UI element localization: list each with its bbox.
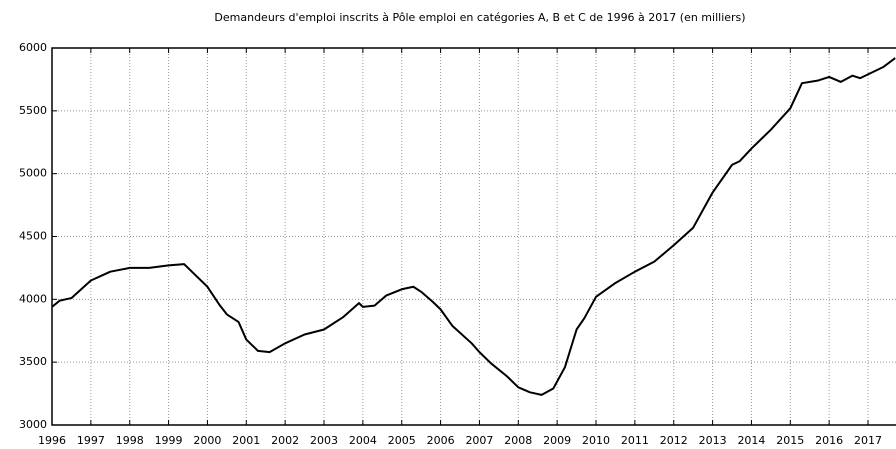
x-tick-label: 2015 [776,434,804,447]
x-tick-label: 2010 [582,434,610,447]
x-tick-label: 2008 [504,434,532,447]
y-tick-label: 5500 [19,104,47,117]
x-tick-label: 2003 [310,434,338,447]
x-tick-label: 2007 [465,434,493,447]
y-tick-label: 6000 [19,41,47,54]
x-tick-label: 2000 [193,434,221,447]
y-tick-label: 5000 [19,167,47,180]
y-tick-label: 3500 [19,355,47,368]
y-tick-label: 3000 [19,418,47,431]
data-line [51,57,896,396]
x-tick-label: 1998 [116,434,144,447]
x-tick-label: 2012 [660,434,688,447]
x-tick-label: 2005 [388,434,416,447]
y-tick-label: 4500 [19,230,47,243]
plot-frame [51,47,896,426]
y-tick-label: 4000 [19,292,47,305]
x-tick-label: 2011 [621,434,649,447]
x-tick-label: 2009 [543,434,571,447]
x-tick-label: 1999 [155,434,183,447]
x-tick-label: 2002 [271,434,299,447]
chart-title: Demandeurs d'emploi inscrits à Pôle empl… [214,11,745,24]
x-tick-label: 2001 [232,434,260,447]
x-tick-label: 2017 [854,434,882,447]
x-tick-label: 2006 [427,434,455,447]
x-tick-label: 2016 [815,434,843,447]
x-tick-label: 1997 [77,434,105,447]
x-tick-label: 2014 [737,434,765,447]
x-tick-label: 2013 [699,434,727,447]
x-tick-label: 1996 [38,434,66,447]
x-tick-label: 2004 [349,434,377,447]
